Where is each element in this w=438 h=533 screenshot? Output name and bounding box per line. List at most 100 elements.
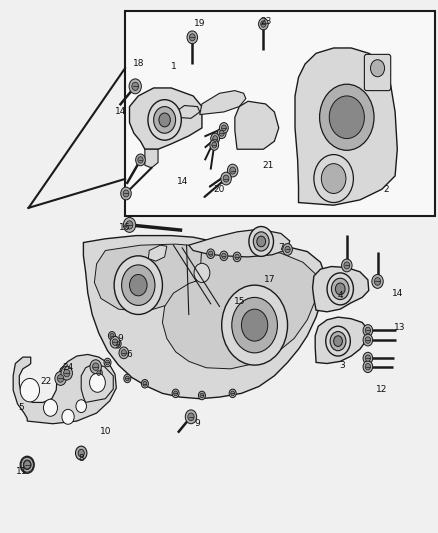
Circle shape [129,79,141,94]
Circle shape [173,391,177,395]
Text: 22: 22 [40,377,52,385]
Polygon shape [162,244,315,369]
Circle shape [328,96,364,139]
Text: 1: 1 [170,62,176,71]
Circle shape [121,350,126,356]
Circle shape [64,369,70,377]
Text: 6: 6 [126,350,132,359]
Circle shape [362,352,372,364]
Circle shape [78,449,84,457]
Circle shape [319,84,373,150]
Circle shape [121,265,155,305]
Circle shape [21,457,33,472]
Text: 14: 14 [115,108,126,116]
Circle shape [110,334,113,338]
Bar [125,11,434,216]
Circle shape [219,251,227,261]
Circle shape [221,285,287,365]
Circle shape [333,336,342,346]
Circle shape [138,157,143,163]
Circle shape [114,340,121,348]
Circle shape [331,278,348,300]
Circle shape [313,155,353,203]
Circle shape [241,309,267,341]
Text: 24: 24 [62,364,74,372]
Circle shape [57,375,64,382]
FancyBboxPatch shape [364,54,390,91]
Text: 8: 8 [78,454,84,463]
Circle shape [374,278,380,285]
Text: 7: 7 [277,244,283,252]
Circle shape [364,337,370,343]
Circle shape [217,128,226,139]
Circle shape [221,253,226,259]
Circle shape [233,252,240,262]
Circle shape [110,336,120,348]
Circle shape [260,21,265,27]
Circle shape [335,283,344,295]
Circle shape [370,60,384,77]
Text: 9: 9 [194,419,200,428]
Circle shape [364,364,370,370]
Text: 10: 10 [99,427,111,436]
Circle shape [248,227,273,256]
Text: 15: 15 [233,297,244,305]
Circle shape [209,140,218,150]
Circle shape [258,18,268,30]
Text: 14: 14 [176,177,187,185]
Polygon shape [13,354,116,424]
Text: 13: 13 [393,324,404,332]
Circle shape [106,360,109,365]
Circle shape [24,461,31,469]
Circle shape [329,332,345,351]
Circle shape [141,379,148,388]
Circle shape [76,400,86,413]
Polygon shape [294,48,396,205]
Polygon shape [234,101,278,149]
Text: 9: 9 [117,334,124,343]
Polygon shape [129,88,201,149]
Circle shape [143,382,146,386]
Text: 14: 14 [391,289,402,297]
Circle shape [23,460,31,470]
Polygon shape [94,244,201,312]
Text: 2: 2 [383,185,388,193]
Circle shape [135,154,145,166]
Circle shape [362,361,372,373]
Circle shape [153,107,175,133]
Text: 18: 18 [132,60,144,68]
Polygon shape [199,91,245,115]
Circle shape [325,326,350,356]
Circle shape [256,236,265,247]
Text: 12: 12 [375,385,387,393]
Circle shape [206,249,214,259]
Circle shape [219,123,228,133]
Circle shape [61,366,72,380]
Circle shape [62,409,74,424]
Polygon shape [81,364,113,402]
Circle shape [321,164,345,193]
Circle shape [104,358,111,367]
Text: 19: 19 [194,20,205,28]
Circle shape [187,413,194,421]
Circle shape [211,142,216,148]
Polygon shape [312,266,368,312]
Circle shape [208,251,212,256]
Circle shape [253,232,268,251]
Polygon shape [148,245,166,261]
Text: 21: 21 [261,161,273,169]
Circle shape [129,274,147,296]
Circle shape [187,31,197,44]
Circle shape [108,332,115,340]
Polygon shape [145,149,158,168]
Circle shape [90,360,101,374]
Circle shape [282,244,292,255]
Circle shape [43,399,57,416]
Circle shape [371,274,382,288]
Circle shape [123,217,135,232]
Circle shape [210,133,219,144]
Circle shape [92,363,99,370]
Text: 20: 20 [213,185,225,193]
Text: 4: 4 [337,292,342,300]
Circle shape [362,334,372,346]
